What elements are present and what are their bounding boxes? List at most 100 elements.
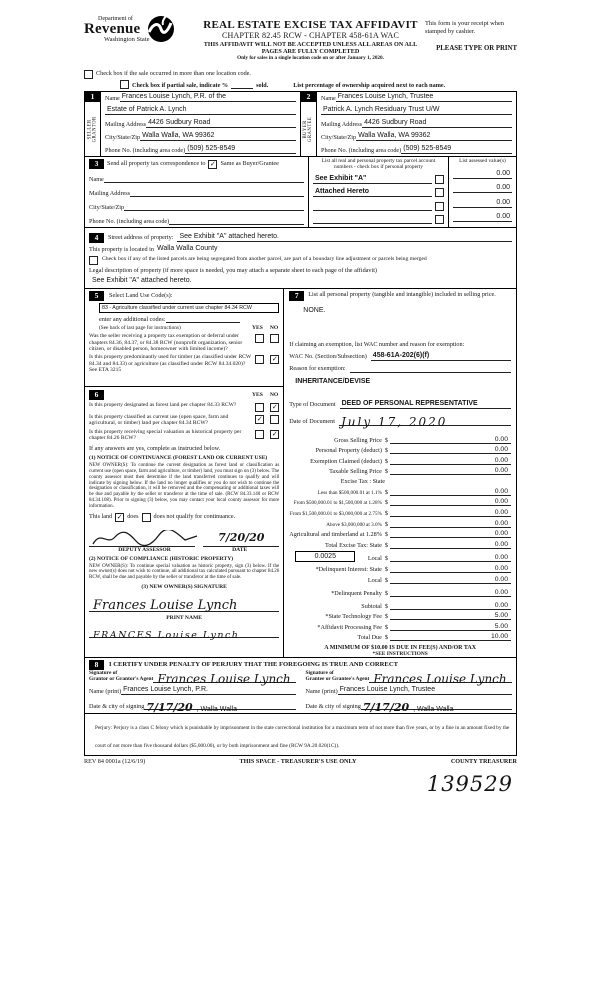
- section-4: 4 Street address of property: See Exhibi…: [85, 228, 516, 289]
- deputy-assessor-signature[interactable]: [89, 529, 198, 547]
- additional-codes-label: enter any additional codes:: [99, 315, 166, 323]
- corr-csz-field[interactable]: [124, 202, 304, 211]
- new-owner-signature-field[interactable]: Frances Louise Lynch: [89, 596, 280, 613]
- grantor-date-city-field[interactable]: 7/17/20 , Walla Walla: [144, 698, 296, 713]
- seller-csz-field[interactable]: Walla Walla, WA 99362: [140, 132, 296, 141]
- section-7: 7 List all personal property (tangible a…: [289, 291, 511, 301]
- section-6: 6 YES NO Is this property designated as …: [85, 387, 283, 657]
- parties-band: 1 SELLER GRANTOR Name Frances Louise Lyn…: [85, 92, 516, 157]
- doc-date-value: July 17, 2020: [340, 414, 448, 429]
- does-checkbox[interactable]: ✓: [115, 512, 125, 522]
- parcel-checkbox-2[interactable]: [435, 188, 444, 197]
- s6-q1-no-checkbox[interactable]: ✓: [270, 403, 280, 412]
- parcel-field-4[interactable]: [313, 215, 432, 224]
- assessed-value-3[interactable]: 0.00: [453, 199, 512, 208]
- partial-sale-checkbox[interactable]: [120, 80, 129, 89]
- assessed-value-4[interactable]: 0.00: [453, 213, 512, 222]
- located-value[interactable]: Walla Walla County: [156, 245, 218, 252]
- grantee-name-print-label: Name (print): [305, 687, 338, 695]
- additional-codes-field[interactable]: [165, 314, 240, 323]
- grantee-name-print-field[interactable]: Frances Louise Lynch, Trustee: [337, 686, 512, 695]
- grantee-signature-field[interactable]: Frances Louise Lynch: [369, 670, 512, 686]
- legal-description-value[interactable]: See Exhibit "A" attached hereto.: [92, 277, 192, 284]
- grantor-name-print-label: Name (print): [89, 687, 122, 695]
- corr-name-field[interactable]: [103, 174, 304, 183]
- multi-location-checkbox[interactable]: [84, 70, 93, 79]
- personal-property-value[interactable]: NONE.: [303, 307, 326, 314]
- seller-name-field[interactable]: Frances Louise Lynch, P.R. of the: [119, 93, 296, 102]
- tier2-value[interactable]: 0.00: [390, 498, 511, 507]
- parcel-field-1[interactable]: See Exhibit "A": [313, 175, 432, 184]
- parcel-checkbox-3[interactable]: [435, 201, 444, 211]
- s5-q2-yes-checkbox[interactable]: [255, 355, 265, 365]
- buyer-phone-label: Phone No. (including area code): [321, 146, 402, 154]
- street-address-field[interactable]: See Exhibit "A" attached hereto.: [177, 233, 512, 242]
- tier3-value[interactable]: 0.00: [390, 509, 511, 518]
- corr-phone-field[interactable]: [169, 216, 304, 225]
- buyer-name-field[interactable]: Frances Louise Lynch, Trustee: [335, 93, 512, 102]
- exemption-claimed-value[interactable]: 0.00: [390, 457, 511, 465]
- s6-q3-yes-checkbox[interactable]: [255, 429, 265, 439]
- parcel-checkbox-1[interactable]: [435, 174, 444, 184]
- seller-name-field-line2[interactable]: Estate of Patrick A. Lynch: [105, 106, 296, 115]
- segregated-checkbox[interactable]: [89, 255, 98, 265]
- buyer-address-label: Mailing Address: [321, 120, 363, 128]
- subtotal-value[interactable]: 0.00: [390, 602, 511, 610]
- s6-q1-yes-checkbox[interactable]: [255, 403, 265, 412]
- tier4-value[interactable]: 0.00: [390, 520, 511, 528]
- assessed-value-1[interactable]: 0.00: [453, 170, 512, 179]
- buyer-name-field-line2[interactable]: Patrick A. Lynch Residuary Trust U/W: [321, 106, 512, 115]
- land-use-title: Select Land Use Code(s):: [109, 292, 173, 300]
- buyer-phone-field[interactable]: (509) 525-8549: [401, 145, 512, 154]
- s5-q1-yes-checkbox[interactable]: [255, 334, 265, 344]
- personal-property-deduct-value[interactable]: 0.00: [390, 446, 511, 455]
- s5-q2-no-checkbox[interactable]: ✓: [270, 355, 280, 365]
- grantor-name-print-field[interactable]: Frances Louise Lynch, P.R.: [121, 686, 296, 695]
- s6-q2-no-checkbox[interactable]: [270, 415, 280, 424]
- corr-address-field[interactable]: [130, 188, 304, 197]
- state-technology-fee-value[interactable]: 5.00: [390, 612, 511, 621]
- seller-phone-field[interactable]: (509) 525-8549: [185, 145, 296, 154]
- total-due-value[interactable]: 10.00: [390, 633, 511, 642]
- form-body: 1 SELLER GRANTOR Name Frances Louise Lyn…: [84, 91, 517, 756]
- grantor-signature-field[interactable]: Frances Louise Lynch: [153, 670, 296, 686]
- doc-date-field[interactable]: July 17, 2020: [338, 413, 511, 429]
- taxable-selling-price-value[interactable]: 0.00: [390, 467, 511, 476]
- land-use-code-select[interactable]: 83 - Agriculture classified under curren…: [99, 303, 280, 313]
- same-as-buyer-checkbox[interactable]: ✓: [208, 159, 218, 169]
- section-5-badge: 5: [89, 291, 104, 301]
- tier1-value[interactable]: 0.00: [390, 488, 511, 496]
- partial-sale-row: Check box if partial sale, indicate % so…: [84, 80, 517, 89]
- parcel-checkbox-4[interactable]: [435, 215, 444, 224]
- buyer-csz-field[interactable]: Walla Walla, WA 99362: [356, 132, 512, 141]
- buyer-address-field[interactable]: 4426 Sudbury Road: [362, 119, 512, 128]
- does-not-checkbox[interactable]: [141, 512, 151, 522]
- doc-type-field[interactable]: DEED OF PERSONAL REPRESENTATIVE: [339, 400, 511, 409]
- s6-q2-yes-checkbox[interactable]: ✓: [255, 415, 265, 424]
- seller-address-field[interactable]: 4426 Sudbury Road: [146, 119, 296, 128]
- parcel-field-3[interactable]: [313, 202, 432, 211]
- s5-q1-no-checkbox[interactable]: [270, 334, 280, 344]
- reason-value[interactable]: INHERITANCE/DEVISE: [295, 377, 371, 385]
- seller-csz-label: City/State/Zip: [105, 133, 141, 141]
- reason-field[interactable]: [349, 364, 511, 373]
- local-tax-value[interactable]: 0.00: [390, 554, 511, 563]
- local-rate-box[interactable]: 0.0025: [295, 551, 356, 563]
- delinquent-interest-local-value[interactable]: 0.00: [390, 576, 511, 584]
- s6-q3-no-checkbox[interactable]: ✓: [270, 429, 280, 439]
- gross-selling-price-value[interactable]: 0.00: [390, 436, 511, 444]
- total-excise-state-value[interactable]: 0.00: [390, 541, 511, 549]
- wac-field[interactable]: 458-61A-202(6)(f): [370, 352, 511, 361]
- affidavit-processing-fee-value[interactable]: 5.00: [390, 623, 511, 631]
- partial-sale-percent-field[interactable]: [231, 81, 254, 89]
- delinquent-penalty-value[interactable]: 0.00: [390, 589, 511, 597]
- assessed-value-2[interactable]: 0.00: [453, 184, 512, 193]
- delinquent-interest-state-value[interactable]: 0.00: [390, 565, 511, 574]
- parcel-field-2[interactable]: Attached Hereto: [313, 188, 432, 197]
- s5-question-2: Is this property predominantly used for …: [89, 354, 252, 374]
- deputy-date-field[interactable]: 7/20/20: [203, 528, 280, 547]
- agricultural-timberland-value[interactable]: 0.00: [390, 530, 511, 539]
- grantee-date-city-field[interactable]: 7/17/20 , Walla Walla: [360, 698, 512, 713]
- new-owner-signature-value: Frances Louise Lynch: [93, 597, 238, 613]
- print-name-field[interactable]: FRANCES Louise Lynch: [89, 625, 280, 640]
